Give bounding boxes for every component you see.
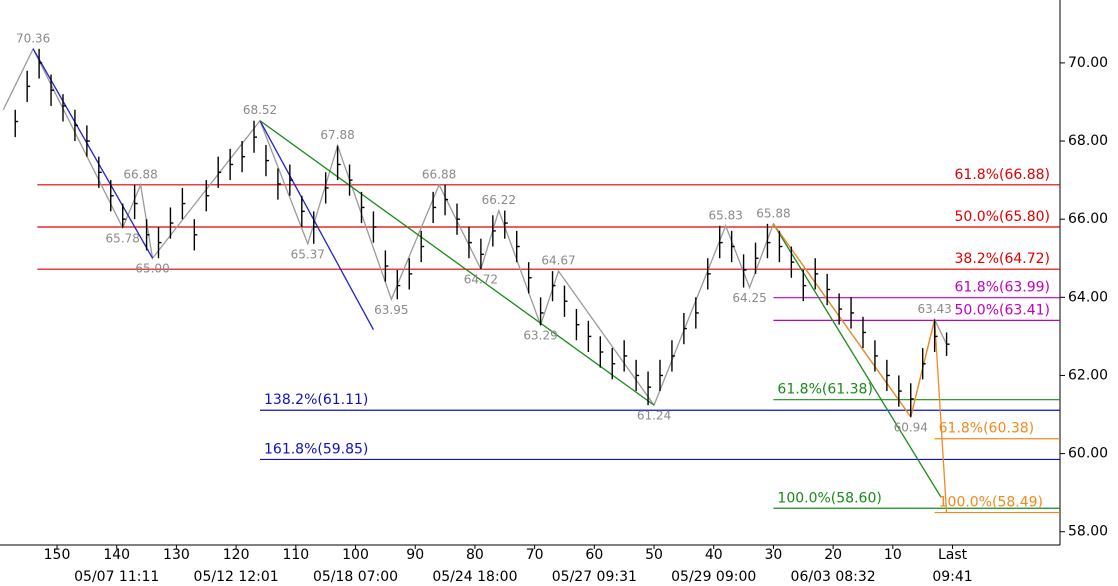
- x-tick-label: 100: [342, 547, 369, 563]
- x-tick-label: 140: [103, 547, 130, 563]
- y-tick-label: 60.00: [1068, 446, 1108, 462]
- pivot-label: 64.67: [541, 254, 575, 268]
- fib-label: 138.2%(61.11): [264, 392, 368, 408]
- fib-label: 61.8%(61.38): [777, 382, 872, 398]
- pivot-label: 61.24: [637, 409, 671, 423]
- pivot-label: 63.43: [917, 302, 951, 316]
- date-label: 06/03 08:32: [791, 569, 876, 585]
- pivot-label: 70.36: [16, 31, 50, 45]
- x-tick-label: 80: [466, 547, 484, 563]
- pivot-label: 65.37: [291, 247, 325, 261]
- pivot-label: 67.88: [320, 128, 354, 142]
- zigzag-line: [2, 47, 948, 419]
- fib-label: 50.0%(63.41): [955, 302, 1050, 318]
- pivot-label: 66.88: [422, 167, 456, 181]
- date-label: 05/07 11:11: [74, 569, 159, 585]
- date-label: 05/29 09:00: [671, 569, 756, 585]
- y-tick-label: 70.00: [1068, 55, 1108, 71]
- pivot-label: 66.88: [123, 167, 157, 181]
- y-tick-label: 68.00: [1068, 133, 1108, 149]
- pivot-label: 64.25: [732, 291, 766, 305]
- x-tick-label: 20: [824, 547, 842, 563]
- x-tick-label: Last: [938, 547, 968, 563]
- trendline: [259, 120, 375, 331]
- pivot-label: 65.83: [708, 208, 742, 222]
- pivot-label: 64.72: [464, 273, 498, 287]
- x-tick-label: 40: [705, 547, 723, 563]
- date-label: 05/27 09:31: [552, 569, 637, 585]
- x-tick-label: 110: [282, 547, 309, 563]
- date-label: 05/24 18:00: [432, 569, 517, 585]
- fib-label: 161.8%(59.85): [264, 441, 368, 457]
- x-tick-label: 90: [406, 547, 424, 563]
- fib-label: 100.0%(58.49): [939, 495, 1043, 511]
- pivot-label: 65.00: [135, 262, 169, 276]
- pivot-label: 63.29: [523, 329, 557, 343]
- trendline: [772, 223, 942, 497]
- date-label: 05/18 07:00: [313, 569, 398, 585]
- x-tick-label: 70: [526, 547, 544, 563]
- fib-label: 100.0%(58.60): [777, 490, 881, 506]
- x-tick-label: 50: [645, 547, 663, 563]
- fib-label: 61.8%(66.88): [955, 167, 1050, 183]
- pivot-label: 63.95: [374, 303, 408, 317]
- y-tick-label: 62.00: [1068, 367, 1108, 383]
- fib-label: 61.8%(60.38): [939, 421, 1034, 437]
- pivot-label: 65.78: [106, 231, 140, 245]
- pivot-label: 66.22: [482, 193, 516, 207]
- trendline: [32, 48, 154, 259]
- fib-label: 50.0%(65.80): [955, 209, 1050, 225]
- trendline: [259, 120, 655, 406]
- fib-label: 61.8%(63.99): [955, 280, 1050, 296]
- fib-label: 38.2%(64.72): [955, 251, 1050, 267]
- date-label: 05/12 12:01: [194, 569, 279, 585]
- x-tick-label: 10: [884, 547, 902, 563]
- x-tick-label: 30: [765, 547, 783, 563]
- x-tick-label: 130: [163, 547, 190, 563]
- x-tick-label: 120: [223, 547, 250, 563]
- y-tick-label: 66.00: [1068, 211, 1108, 227]
- y-tick-label: 64.00: [1068, 289, 1108, 305]
- date-label: 09:41: [932, 569, 972, 585]
- x-tick-label: 150: [44, 547, 71, 563]
- pivot-label: 68.52: [243, 103, 277, 117]
- pivot-label: 65.88: [756, 206, 790, 220]
- pivot-label: 60.94: [894, 420, 928, 434]
- x-tick-label: 60: [585, 547, 603, 563]
- y-tick-label: 58.00: [1068, 524, 1108, 540]
